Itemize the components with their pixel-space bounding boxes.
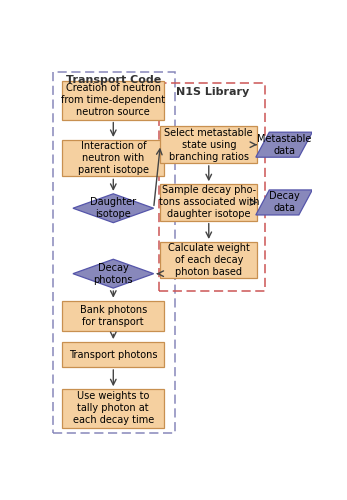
- Text: Decay
data: Decay data: [269, 192, 299, 214]
- Text: Use weights to
tally photon at
each decay time: Use weights to tally photon at each deca…: [73, 392, 154, 426]
- Text: N1S Library: N1S Library: [176, 86, 249, 97]
- FancyBboxPatch shape: [62, 140, 164, 176]
- Text: Transport photons: Transport photons: [69, 350, 158, 360]
- Polygon shape: [73, 194, 154, 222]
- FancyBboxPatch shape: [62, 300, 164, 332]
- FancyBboxPatch shape: [160, 126, 257, 163]
- FancyBboxPatch shape: [62, 389, 164, 428]
- FancyBboxPatch shape: [62, 342, 164, 367]
- Text: Select metastable
state using
branching ratios: Select metastable state using branching …: [164, 128, 253, 162]
- Text: Transport Code: Transport Code: [66, 75, 162, 85]
- Text: Creation of neutron
from time-dependent
neutron source: Creation of neutron from time-dependent …: [61, 84, 166, 117]
- FancyBboxPatch shape: [62, 81, 164, 120]
- Text: Daughter
isotope: Daughter isotope: [90, 197, 136, 219]
- Text: Bank photons
for transport: Bank photons for transport: [80, 305, 147, 327]
- FancyBboxPatch shape: [160, 242, 257, 279]
- FancyBboxPatch shape: [160, 184, 257, 220]
- Text: Interaction of
neutron with
parent isotope: Interaction of neutron with parent isoto…: [78, 141, 149, 175]
- Text: Sample decay pho-
tons associated with
daughter isotope: Sample decay pho- tons associated with d…: [159, 186, 259, 220]
- Polygon shape: [256, 132, 312, 157]
- Text: Calculate weight
of each decay
photon based: Calculate weight of each decay photon ba…: [168, 243, 250, 277]
- Text: Metastable
data: Metastable data: [257, 134, 311, 156]
- Polygon shape: [73, 259, 154, 288]
- Polygon shape: [256, 190, 312, 215]
- Text: Decay
photons: Decay photons: [94, 262, 133, 284]
